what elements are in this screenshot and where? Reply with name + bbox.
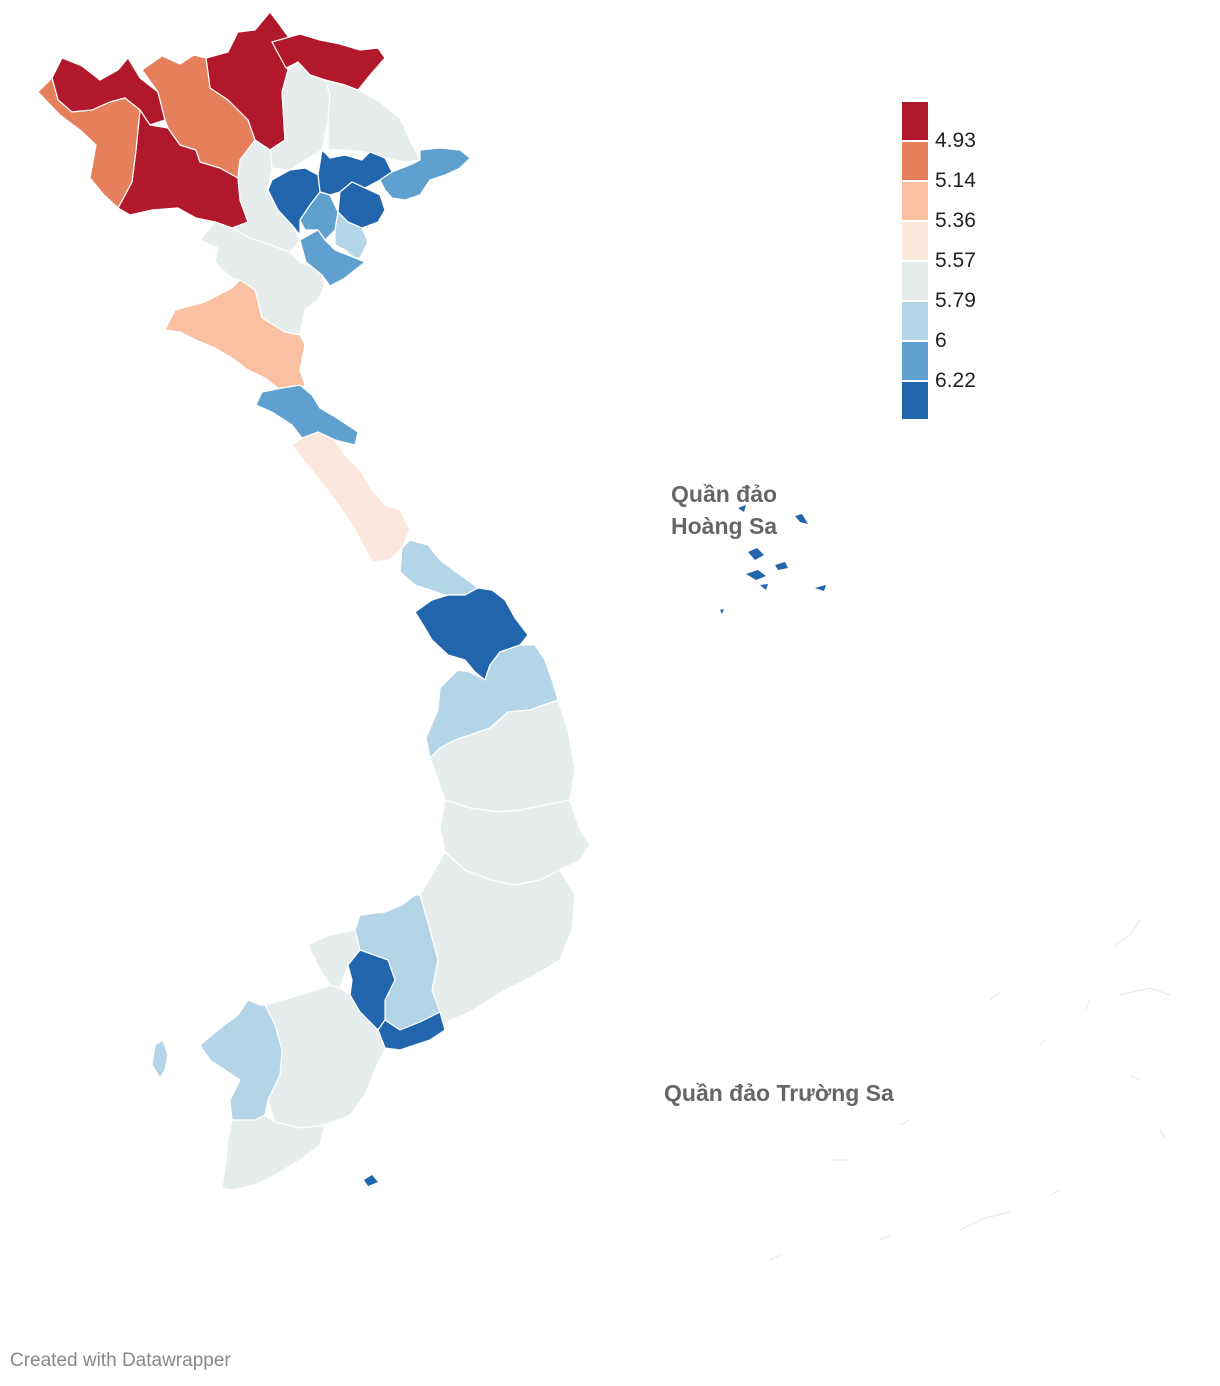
region-hue[interactable]	[400, 540, 478, 595]
paracel-label-line1: Quần đảo	[671, 478, 777, 510]
legend-swatch-3	[902, 182, 928, 221]
legend-swatch-8	[902, 382, 928, 420]
region-quang-binh[interactable]	[292, 432, 410, 562]
legend: 4.93 5.14 5.36 5.57 5.79 6 6.22	[902, 102, 1022, 422]
legend-label-1: 4.93	[935, 130, 976, 151]
region-lang-son[interactable]	[325, 80, 420, 162]
region-ca-mau[interactable]	[222, 1115, 325, 1190]
legend-label-3: 5.36	[935, 210, 976, 231]
legend-swatch-7	[902, 342, 928, 381]
legend-label-4: 5.57	[935, 250, 976, 271]
legend-swatch-1	[902, 102, 928, 141]
region-phu-quoc[interactable]	[152, 1040, 168, 1078]
paracel-label-line2: Hoàng Sa	[671, 510, 777, 542]
legend-label-7: 6.22	[935, 370, 976, 391]
legend-swatch-4	[902, 222, 928, 261]
legend-label-6: 6	[935, 330, 947, 351]
spratly-label: Quần đảo Trường Sa	[664, 1077, 894, 1109]
datawrapper-credit: Created with Datawrapper	[10, 1350, 231, 1372]
legend-swatch-6	[902, 302, 928, 341]
legend-label-2: 5.14	[935, 170, 976, 191]
legend-swatch-2	[902, 142, 928, 181]
paracel-label: Quần đảo Hoàng Sa	[671, 478, 777, 542]
legend-label-5: 5.79	[935, 290, 976, 311]
con-dao-islands	[364, 1175, 378, 1186]
legend-swatch-5	[902, 262, 928, 301]
